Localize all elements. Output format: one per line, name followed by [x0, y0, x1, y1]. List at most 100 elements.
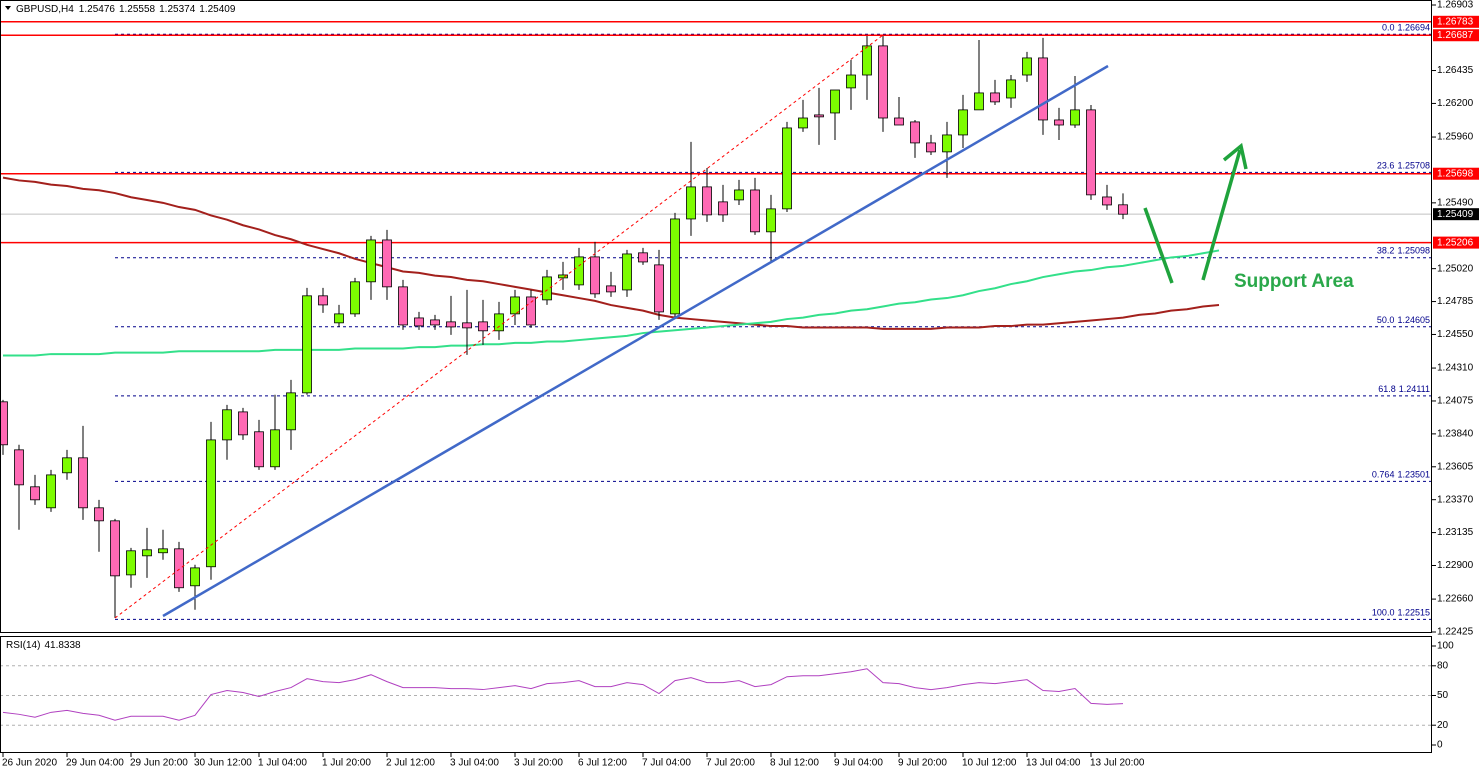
- candle-body: [62, 457, 72, 474]
- candle-body: [558, 274, 568, 279]
- candle-body: [142, 549, 152, 557]
- high: 1.25558: [119, 4, 156, 15]
- candle-body: [254, 431, 264, 468]
- candle-body: [654, 264, 664, 313]
- fib-ratio: 0.0: [1382, 23, 1395, 33]
- rsi-frame: [0, 636, 1432, 753]
- candle-body: [302, 295, 312, 394]
- candle-body: [702, 186, 712, 216]
- annotation: Support Area: [1234, 271, 1354, 292]
- x-tick-label: 6 Jul 12:00: [578, 758, 627, 769]
- y-tick-label: 100: [1437, 641, 1454, 652]
- x-tick-label: 7 Jul 04:00: [642, 758, 691, 769]
- candle-body: [478, 321, 488, 332]
- rsi-line: [2, 668, 1124, 721]
- x-tick-label: 1 Jul 04:00: [258, 758, 307, 769]
- candle-body: [46, 474, 56, 509]
- candle-body: [958, 109, 968, 136]
- candle-body: [334, 313, 344, 324]
- x-tick-label: 2 Jul 12:00: [386, 758, 435, 769]
- candle-body: [1022, 57, 1032, 76]
- y-tick-label: 1.23135: [1437, 527, 1474, 538]
- level-tag: [1433, 15, 1479, 28]
- candle-body: [78, 457, 88, 509]
- candle-body: [94, 507, 104, 522]
- candle-body: [814, 114, 824, 118]
- x-tick-label: 9 Jul 04:00: [834, 758, 883, 769]
- candle-body: [526, 296, 536, 326]
- low: 1.25374: [159, 4, 196, 15]
- y-tick-label: 1.24075: [1437, 396, 1474, 407]
- level-tag: [1433, 167, 1479, 180]
- y-tick-label: 1.26903: [1437, 0, 1474, 11]
- candle-body: [1006, 79, 1016, 99]
- candle-body: [798, 117, 808, 129]
- arrow-down: [1143, 207, 1174, 284]
- level-tag-label: 1.25206: [1437, 237, 1474, 248]
- moving-average: [2, 176, 1220, 330]
- y-tick-label: 50: [1437, 690, 1449, 701]
- candle-body: [318, 295, 328, 306]
- candle-body: [1070, 109, 1080, 126]
- level-tag-label: 1.26687: [1437, 30, 1474, 41]
- level-tag-label: 1.25698: [1437, 168, 1474, 179]
- x-tick-label: 10 Jul 12:00: [962, 758, 1017, 769]
- x-tick-label: 8 Jul 12:00: [770, 758, 819, 769]
- candle-body: [606, 285, 616, 293]
- rsi-title: RSI(14): [6, 640, 40, 651]
- y-tick-label: 1.24550: [1437, 329, 1474, 340]
- candle-body: [462, 322, 472, 329]
- fib-ratio: 100.0: [1372, 608, 1395, 618]
- trendline: [162, 64, 1109, 618]
- candle-body: [1102, 196, 1112, 206]
- candle-body: [510, 296, 520, 315]
- header: GBPUSD,H4 1.25476 1.25558 1.25374 1.25409: [16, 4, 236, 15]
- y-tick-label: 1.22425: [1437, 627, 1474, 638]
- candle-body: [766, 208, 776, 233]
- x-tick-label: 3 Jul 20:00: [514, 758, 563, 769]
- fib-price: 1.22515: [1397, 608, 1430, 618]
- x-tick-label: 1 Jul 20:00: [322, 758, 371, 769]
- fib-price: 1.24111: [1399, 384, 1430, 394]
- current-price-tag: [1433, 208, 1479, 221]
- candle-body: [446, 321, 456, 328]
- candle-body: [574, 256, 584, 286]
- candle-body: [206, 439, 216, 568]
- y-tick-label: 1.25490: [1437, 197, 1474, 208]
- candle-body: [670, 218, 680, 315]
- candle-body: [174, 548, 184, 589]
- candle-body: [1054, 119, 1064, 126]
- fib-ratio: 23.6: [1377, 161, 1395, 171]
- fib-diagonal: [114, 34, 884, 619]
- arrow-up: [1201, 149, 1242, 281]
- fib-label: 50.0 1.24605: [1377, 315, 1430, 325]
- candle-body: [686, 186, 696, 220]
- candle-body: [110, 520, 120, 577]
- candle-body: [942, 134, 952, 153]
- y-tick-label: 1.24785: [1437, 296, 1474, 307]
- candle-body: [878, 45, 888, 119]
- candle-body: [718, 201, 728, 216]
- candle-body: [1038, 57, 1048, 121]
- menu-icon: [5, 6, 11, 10]
- x-tick-label: 9 Jul 20:00: [898, 758, 947, 769]
- y-tick-label: 1.24310: [1437, 363, 1474, 374]
- fib-label: 0.764 1.23501: [1372, 470, 1430, 480]
- x-tick-label: 29 Jun 04:00: [66, 758, 124, 769]
- fib-ratio: 50.0: [1377, 315, 1395, 325]
- candle-body: [414, 317, 424, 327]
- fib-ratio: 61.8: [1378, 384, 1396, 394]
- fib-ratio: 0.764: [1372, 470, 1395, 480]
- x-tick-label: 13 Jul 04:00: [1026, 758, 1081, 769]
- candle-body: [590, 256, 600, 295]
- candle-body: [430, 319, 440, 326]
- y-tick-label: 1.26435: [1437, 65, 1474, 76]
- fib-price: 1.25098: [1397, 246, 1430, 256]
- arrow-head: [1222, 142, 1248, 170]
- rsi-header: RSI(14) 41.8338: [6, 640, 81, 651]
- candle-body: [14, 449, 24, 486]
